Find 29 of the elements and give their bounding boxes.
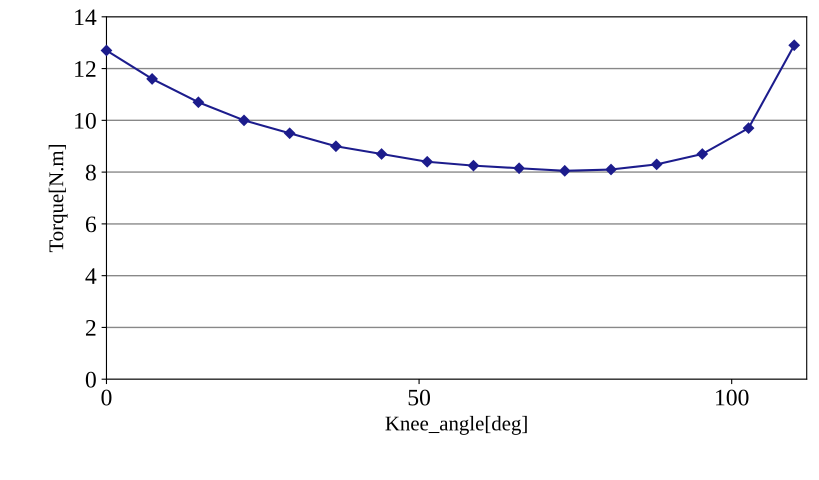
y-tick-label: 10 — [75, 112, 96, 129]
point — [330, 140, 342, 152]
point — [146, 73, 158, 85]
point — [514, 162, 525, 174]
point — [238, 114, 250, 126]
point — [651, 158, 662, 170]
x-tick-label: 50 — [408, 390, 430, 406]
point — [468, 160, 480, 172]
y-tick-label: 2 — [86, 320, 96, 336]
y-tick-label: 14 — [75, 9, 96, 25]
y-tick-label: 6 — [86, 216, 96, 232]
point — [192, 96, 204, 108]
x-tick-label: 0 — [101, 390, 112, 406]
point — [788, 40, 800, 51]
y-tick-label: 12 — [75, 61, 96, 77]
point — [605, 164, 617, 176]
y-axis-title: Torque[N.m] — [48, 145, 68, 252]
x-axis-title: Knee_angle[deg] — [385, 416, 527, 435]
point — [559, 165, 570, 176]
point — [100, 44, 112, 56]
point — [284, 128, 296, 139]
point — [376, 148, 388, 160]
point — [742, 122, 754, 134]
x-tick-label: 100 — [716, 390, 748, 406]
y-tick-label: 4 — [85, 268, 96, 284]
point — [696, 148, 708, 160]
y-tick-label: 0 — [86, 372, 96, 388]
y-tick-label: 8 — [86, 164, 96, 181]
point — [422, 156, 433, 168]
